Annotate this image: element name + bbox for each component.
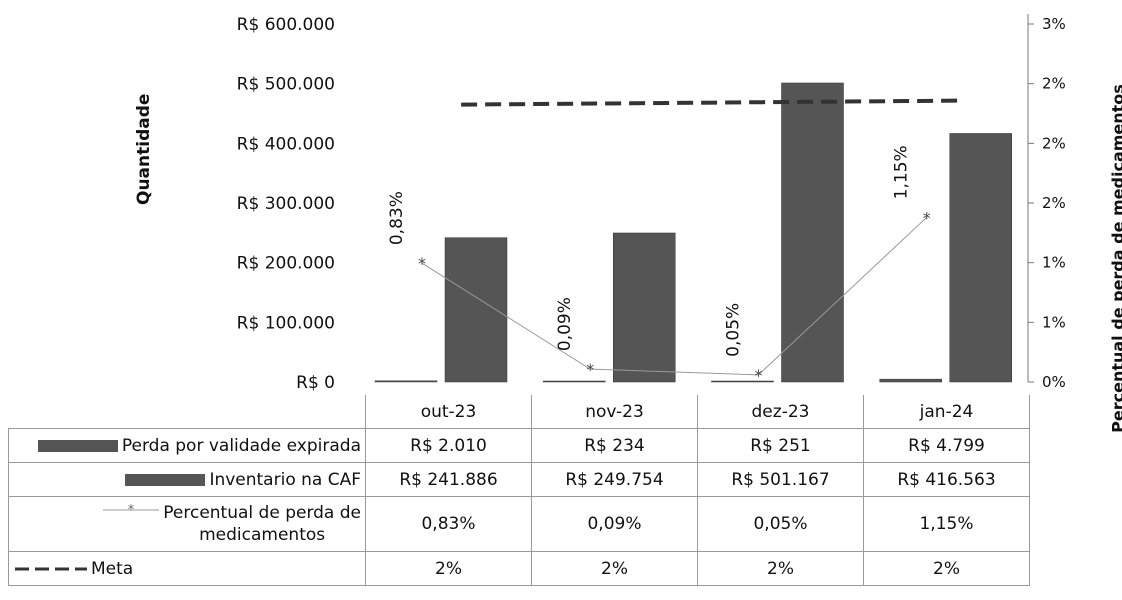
data-table: out-23 nov-23 dez-23 jan-24 Perda por va…: [8, 395, 1030, 586]
table-cell: 0,05%: [697, 496, 864, 552]
table-row: Perda por validade expirada R$ 2.010 R$ …: [8, 428, 1030, 463]
table-header-cell: dez-23: [697, 395, 864, 429]
legend-key-bar: [37, 439, 118, 452]
bar-perda: [374, 380, 438, 383]
table-header-cell: nov-23: [531, 395, 698, 429]
percentual-point-marker: *: [755, 366, 763, 385]
bar-inventario: [781, 82, 844, 383]
percentual-data-label: 0,83%: [387, 191, 407, 245]
table-header-row: out-23 nov-23 dez-23 jan-24: [9, 395, 1030, 429]
y-tick-label: R$ 600.000: [237, 15, 335, 35]
table-cell: 2%: [365, 551, 532, 586]
legend-cell-percentual: * Percentual de perda de medicamentos: [8, 496, 366, 552]
bar-perda: [711, 380, 774, 383]
svg-text:*: *: [128, 503, 135, 517]
table-row: * Percentual de perda de medicamentos 0,8…: [8, 496, 1030, 552]
legend-cell-perda: Perda por validade expirada: [8, 428, 366, 463]
legend-key-line-marker: *: [103, 503, 160, 517]
legend-cell-meta: Meta: [8, 551, 366, 586]
percentual-data-label: 0,05%: [724, 303, 744, 357]
y-tick-right-label: 1%: [1042, 254, 1066, 272]
legend-key-dashed-line: [15, 567, 87, 570]
legend-key-bar: [125, 473, 206, 486]
table-row: Meta 2% 2% 2% 2%: [8, 551, 1030, 586]
table-cell: R$ 416.563: [863, 462, 1030, 497]
meta-dashed-line: [461, 98, 964, 107]
table-cell: R$ 249.754: [531, 462, 698, 497]
table-cell: 0,09%: [531, 496, 698, 552]
y-tick-label: R$ 0: [296, 373, 335, 393]
table-header-cell: out-23: [365, 395, 532, 429]
bar-perda: [879, 378, 942, 383]
bar-perda: [543, 380, 606, 383]
y-tick-right-label: 1%: [1042, 313, 1066, 331]
table-row: Inventario na CAF R$ 241.886 R$ 249.754 …: [8, 462, 1030, 497]
table-cell: R$ 4.799: [863, 428, 1030, 463]
y-tick-label: R$ 500.000: [237, 75, 335, 95]
y-tick-right-label: 2%: [1042, 194, 1066, 212]
y-tick-label: R$ 100.000: [237, 313, 335, 333]
table-cell: R$ 234: [531, 428, 698, 463]
bar-inventario: [949, 133, 1012, 383]
y-tick-label: R$ 300.000: [237, 194, 335, 214]
y-tick-right-label: 0%: [1042, 373, 1066, 391]
table-cell: R$ 241.886: [365, 462, 532, 497]
y-tick-label: R$ 200.000: [237, 254, 335, 274]
table-cell: 2%: [697, 551, 864, 586]
percentual-data-label: 0,09%: [555, 297, 575, 351]
table-cell: R$ 501.167: [697, 462, 864, 497]
chart-plot: R$ 0 R$ 100.000 R$ 200.000 R$ 300.000 R$ 400…: [237, 14, 1066, 393]
table-cell: 1,15%: [863, 496, 1030, 552]
bar-inventario: [444, 237, 508, 383]
table-cell: 2%: [863, 551, 1030, 586]
percentual-point-marker: *: [923, 208, 931, 227]
y-tick-right-label: 2%: [1042, 75, 1066, 93]
percentual-line: [421, 216, 928, 376]
bar-inventario: [613, 232, 676, 383]
table-cell: 0,83%: [365, 496, 532, 552]
percentual-point-marker: *: [418, 254, 426, 273]
table-cell: 2%: [531, 551, 698, 586]
y-tick-right-label: 3%: [1042, 15, 1066, 33]
table-cell: R$ 251: [697, 428, 864, 463]
y-axis-label-left: Quantidade: [134, 93, 154, 205]
table-corner: [9, 395, 366, 429]
y-tick-label: R$ 400.000: [237, 134, 335, 154]
table-cell: R$ 2.010: [365, 428, 532, 463]
percentual-data-label: 1,15%: [892, 145, 912, 199]
percentual-point-marker: *: [586, 360, 594, 379]
legend-cell-inventario: Inventario na CAF: [8, 462, 366, 497]
y-tick-right-label: 2%: [1042, 134, 1066, 152]
table-header-cell: jan-24: [863, 395, 1030, 429]
